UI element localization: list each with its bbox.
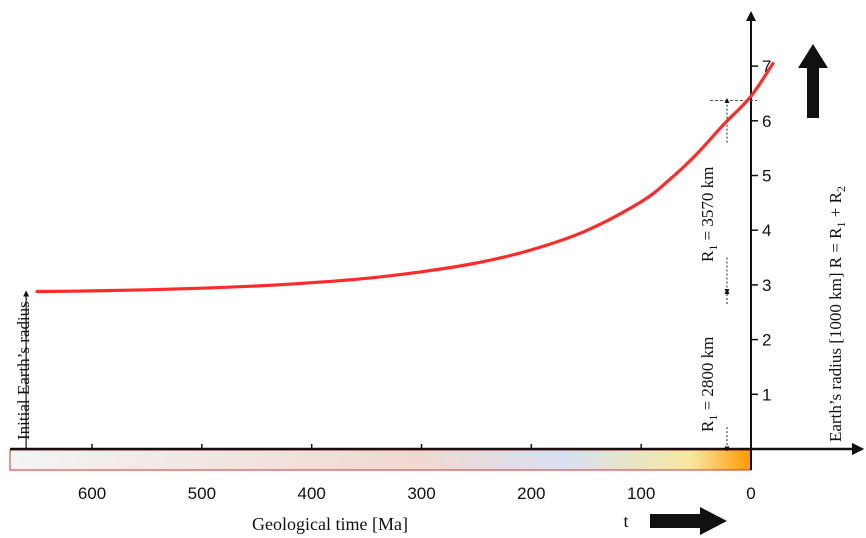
y-axis-label: Earth’s radius [1000 km] R = R1 + R2 <box>826 186 848 442</box>
x-tick-label: 200 <box>517 484 545 503</box>
x-tick-label: 600 <box>78 484 106 503</box>
y-tick-label: 5 <box>762 167 771 186</box>
x-tick-label: 300 <box>407 484 435 503</box>
y-tick-label: 6 <box>762 112 771 131</box>
r1-2800-label: R1 = 2800 km <box>698 337 720 432</box>
time-arrow-label: t <box>623 511 628 531</box>
x-tick-label: 400 <box>297 484 325 503</box>
y-tick-label: 1 <box>762 385 771 404</box>
initial-radius-label: Initial Earth’s radius <box>14 301 33 440</box>
y-tick-group: 1 2 3 4 5 6 7 <box>751 57 771 404</box>
y-tick-label: 4 <box>762 221 771 240</box>
x-tick-label: 100 <box>627 484 655 503</box>
r1-3570-label: R1 = 3570 km <box>698 167 720 262</box>
time-band <box>9 449 752 471</box>
y-tick-label: 7 <box>762 57 771 76</box>
growth-up-arrow-icon <box>798 44 828 118</box>
time-direction-arrow-icon <box>650 507 727 535</box>
x-tick-label: 0 <box>746 484 755 503</box>
y-tick-label: 3 <box>762 276 771 295</box>
x-tick-label: 500 <box>188 484 216 503</box>
x-axis-label: Geological time [Ma] <box>252 514 408 534</box>
y-tick-label: 2 <box>762 331 771 350</box>
x-tick-group: 600 500 400 300 200 100 0 <box>78 444 756 503</box>
series-line-radius <box>35 61 775 294</box>
